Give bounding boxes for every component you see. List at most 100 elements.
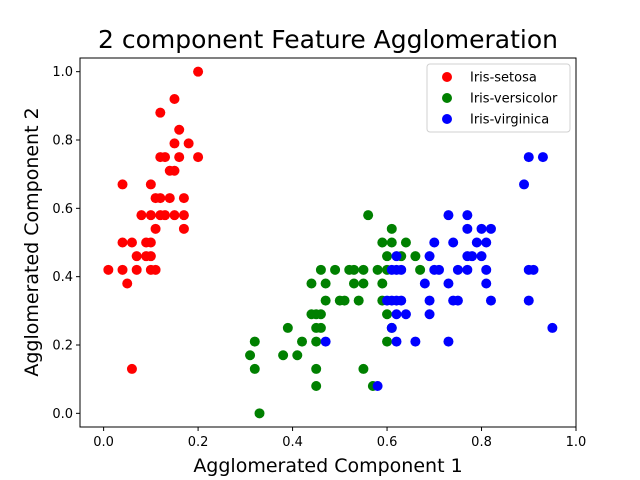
data-point xyxy=(320,295,331,306)
data-point xyxy=(363,210,374,221)
data-point xyxy=(117,179,128,190)
data-point xyxy=(339,295,350,306)
data-point xyxy=(523,152,534,163)
data-point xyxy=(372,264,383,275)
data-point xyxy=(131,251,142,262)
data-point xyxy=(424,309,435,320)
data-point xyxy=(400,309,411,320)
data-point xyxy=(297,336,308,347)
data-point xyxy=(424,251,435,262)
data-point xyxy=(547,322,558,333)
data-point xyxy=(481,264,492,275)
chart-title: 2 component Feature Agglomeration xyxy=(98,25,558,54)
data-point xyxy=(145,251,156,262)
data-point xyxy=(462,264,473,275)
data-point xyxy=(415,264,426,275)
data-point xyxy=(169,210,180,221)
data-point xyxy=(396,264,407,275)
data-point xyxy=(315,322,326,333)
data-point xyxy=(391,251,402,262)
legend: Iris-setosa Iris-versicolor Iris-virginica xyxy=(426,63,571,133)
data-point xyxy=(330,264,341,275)
data-point xyxy=(462,223,473,234)
data-point xyxy=(160,210,171,221)
data-point xyxy=(358,363,369,374)
data-point xyxy=(537,152,548,163)
series-iris-setosa xyxy=(103,66,204,374)
data-point xyxy=(315,264,326,275)
data-point xyxy=(169,138,180,149)
data-point xyxy=(443,278,454,289)
data-point xyxy=(155,107,166,118)
legend-marker xyxy=(442,72,452,82)
data-point xyxy=(282,322,293,333)
data-point xyxy=(278,350,289,361)
data-point xyxy=(348,278,359,289)
data-point xyxy=(410,251,421,262)
data-point xyxy=(443,210,454,221)
data-point xyxy=(434,264,445,275)
data-point xyxy=(348,264,359,275)
data-point xyxy=(145,210,156,221)
data-point xyxy=(193,152,204,163)
data-point xyxy=(150,223,161,234)
data-point xyxy=(311,336,322,347)
data-point xyxy=(519,179,530,190)
data-point xyxy=(174,152,185,163)
legend-label: Iris-setosa xyxy=(470,71,537,86)
legend-marker xyxy=(442,114,452,124)
y-tick-label: 0.2 xyxy=(52,339,73,354)
data-point xyxy=(386,223,397,234)
data-point xyxy=(476,251,487,262)
data-point xyxy=(311,381,322,391)
data-point xyxy=(452,295,463,306)
data-point xyxy=(249,363,260,374)
data-point xyxy=(424,295,435,306)
data-point xyxy=(382,309,393,320)
data-point xyxy=(178,223,189,234)
data-point xyxy=(178,193,189,204)
y-tick-label: 0.6 xyxy=(52,202,73,217)
data-point xyxy=(448,237,459,248)
data-point xyxy=(382,336,393,347)
x-tick-label: 0.2 xyxy=(188,435,209,450)
data-point xyxy=(169,94,180,104)
data-point xyxy=(419,278,430,289)
plot-area xyxy=(79,57,577,428)
data-point xyxy=(306,278,317,289)
data-point xyxy=(117,237,128,248)
data-point xyxy=(358,264,369,275)
data-point xyxy=(320,336,331,347)
y-axis: 0.0 0.2 0.4 0.6 0.8 1.0 xyxy=(52,65,80,422)
data-point xyxy=(103,264,114,275)
data-point xyxy=(358,278,369,289)
data-point xyxy=(377,237,388,248)
data-point xyxy=(523,295,534,306)
data-point xyxy=(391,336,402,347)
x-tick-label: 1.0 xyxy=(566,435,587,450)
data-point xyxy=(481,278,492,289)
data-point xyxy=(315,309,326,320)
data-point xyxy=(452,264,463,275)
data-point xyxy=(471,237,482,248)
data-point xyxy=(249,336,260,347)
data-point xyxy=(400,237,411,248)
data-point xyxy=(131,264,142,275)
y-tick-label: 0.0 xyxy=(52,407,73,422)
data-point xyxy=(353,295,364,306)
data-point xyxy=(122,278,133,289)
x-axis: 0.0 0.2 0.4 0.6 0.8 1.0 xyxy=(93,427,586,450)
legend-box xyxy=(426,63,571,133)
legend-marker xyxy=(442,93,452,103)
data-point xyxy=(481,237,492,248)
data-point xyxy=(169,165,180,176)
data-point xyxy=(164,193,175,204)
data-point xyxy=(476,223,487,234)
data-point xyxy=(254,408,265,419)
data-point xyxy=(372,381,383,391)
data-point xyxy=(126,237,137,248)
data-point xyxy=(528,264,539,275)
data-point xyxy=(311,363,322,374)
data-point xyxy=(382,251,393,262)
